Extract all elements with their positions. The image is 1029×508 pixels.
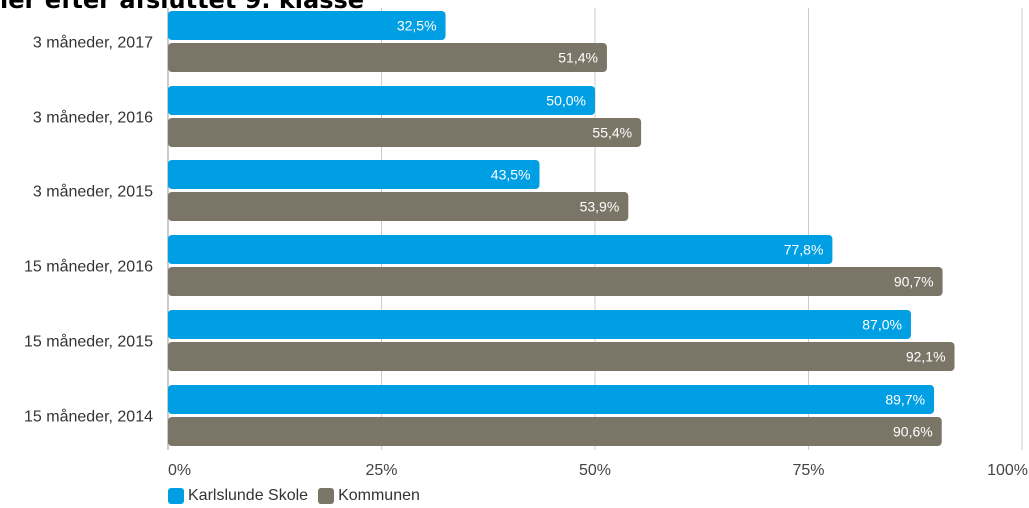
bar-value-label: 77,8% <box>784 242 824 258</box>
bar-value-label: 43,5% <box>491 167 531 183</box>
legend-swatch-kommunen <box>318 488 335 504</box>
category-label: 15 måneder, 2016 <box>24 258 153 276</box>
bar-karlslunde[interactable] <box>168 86 595 115</box>
bar-value-label: 53,9% <box>580 199 620 215</box>
x-tick-label: 100% <box>987 462 1028 479</box>
bar-value-label: 55,4% <box>592 125 632 141</box>
bar-value-label: 50,0% <box>546 93 586 109</box>
category-label: 15 måneder, 2015 <box>24 333 153 351</box>
bar-karlslunde[interactable] <box>168 235 833 264</box>
bar-karlslunde[interactable] <box>168 310 911 339</box>
legend-item-kommunen[interactable]: Kommunen <box>318 487 420 505</box>
bar-karlslunde[interactable] <box>168 160 540 189</box>
bar-value-label: 92,1% <box>906 349 946 365</box>
bar-kommunen[interactable] <box>168 118 642 147</box>
chart-title: ler efter afsluttet 9. klasse <box>0 0 365 14</box>
bar-karlslunde[interactable] <box>168 385 935 414</box>
bar-value-label: 51,4% <box>558 50 598 66</box>
x-tick-label: 50% <box>579 462 611 479</box>
category-label: 3 måneder, 2017 <box>33 34 153 52</box>
x-tick-label: 25% <box>365 462 397 479</box>
bar-kommunen[interactable] <box>168 267 943 296</box>
bar-value-label: 89,7% <box>885 392 925 408</box>
category-label: 3 måneder, 2015 <box>33 183 153 201</box>
bar-kommunen[interactable] <box>168 192 629 221</box>
legend-item-karlslunde[interactable]: Karlslunde Skole <box>168 487 308 505</box>
x-tick-label: 75% <box>792 462 824 479</box>
bar-kommunen[interactable] <box>168 342 955 371</box>
bar-value-label: 32,5% <box>397 18 437 34</box>
legend-label-kommunen: Kommunen <box>338 487 420 504</box>
grid-layer <box>167 8 1023 450</box>
category-label: 3 måneder, 2016 <box>33 109 153 127</box>
label-layer: 0% 25% 50% 75% 100% 3 måneder, 2017 3 måneder,… <box>24 18 1028 480</box>
bar-value-label: 90,6% <box>893 424 933 440</box>
legend-label-karlslunde: Karlslunde Skole <box>188 487 309 504</box>
bar-layer <box>168 11 955 446</box>
bar-kommunen[interactable] <box>168 43 607 72</box>
bar-value-label: 87,0% <box>862 317 902 333</box>
bar-kommunen[interactable] <box>168 417 942 446</box>
category-label: 15 måneder, 2014 <box>24 408 153 426</box>
x-tick-label: 0% <box>168 462 191 479</box>
legend-swatch-karlslunde <box>168 488 184 504</box>
bar-karlslunde[interactable] <box>168 11 446 40</box>
legend: Karlslunde Skole Kommunen <box>168 487 430 505</box>
bar-value-label: 90,7% <box>894 274 934 290</box>
